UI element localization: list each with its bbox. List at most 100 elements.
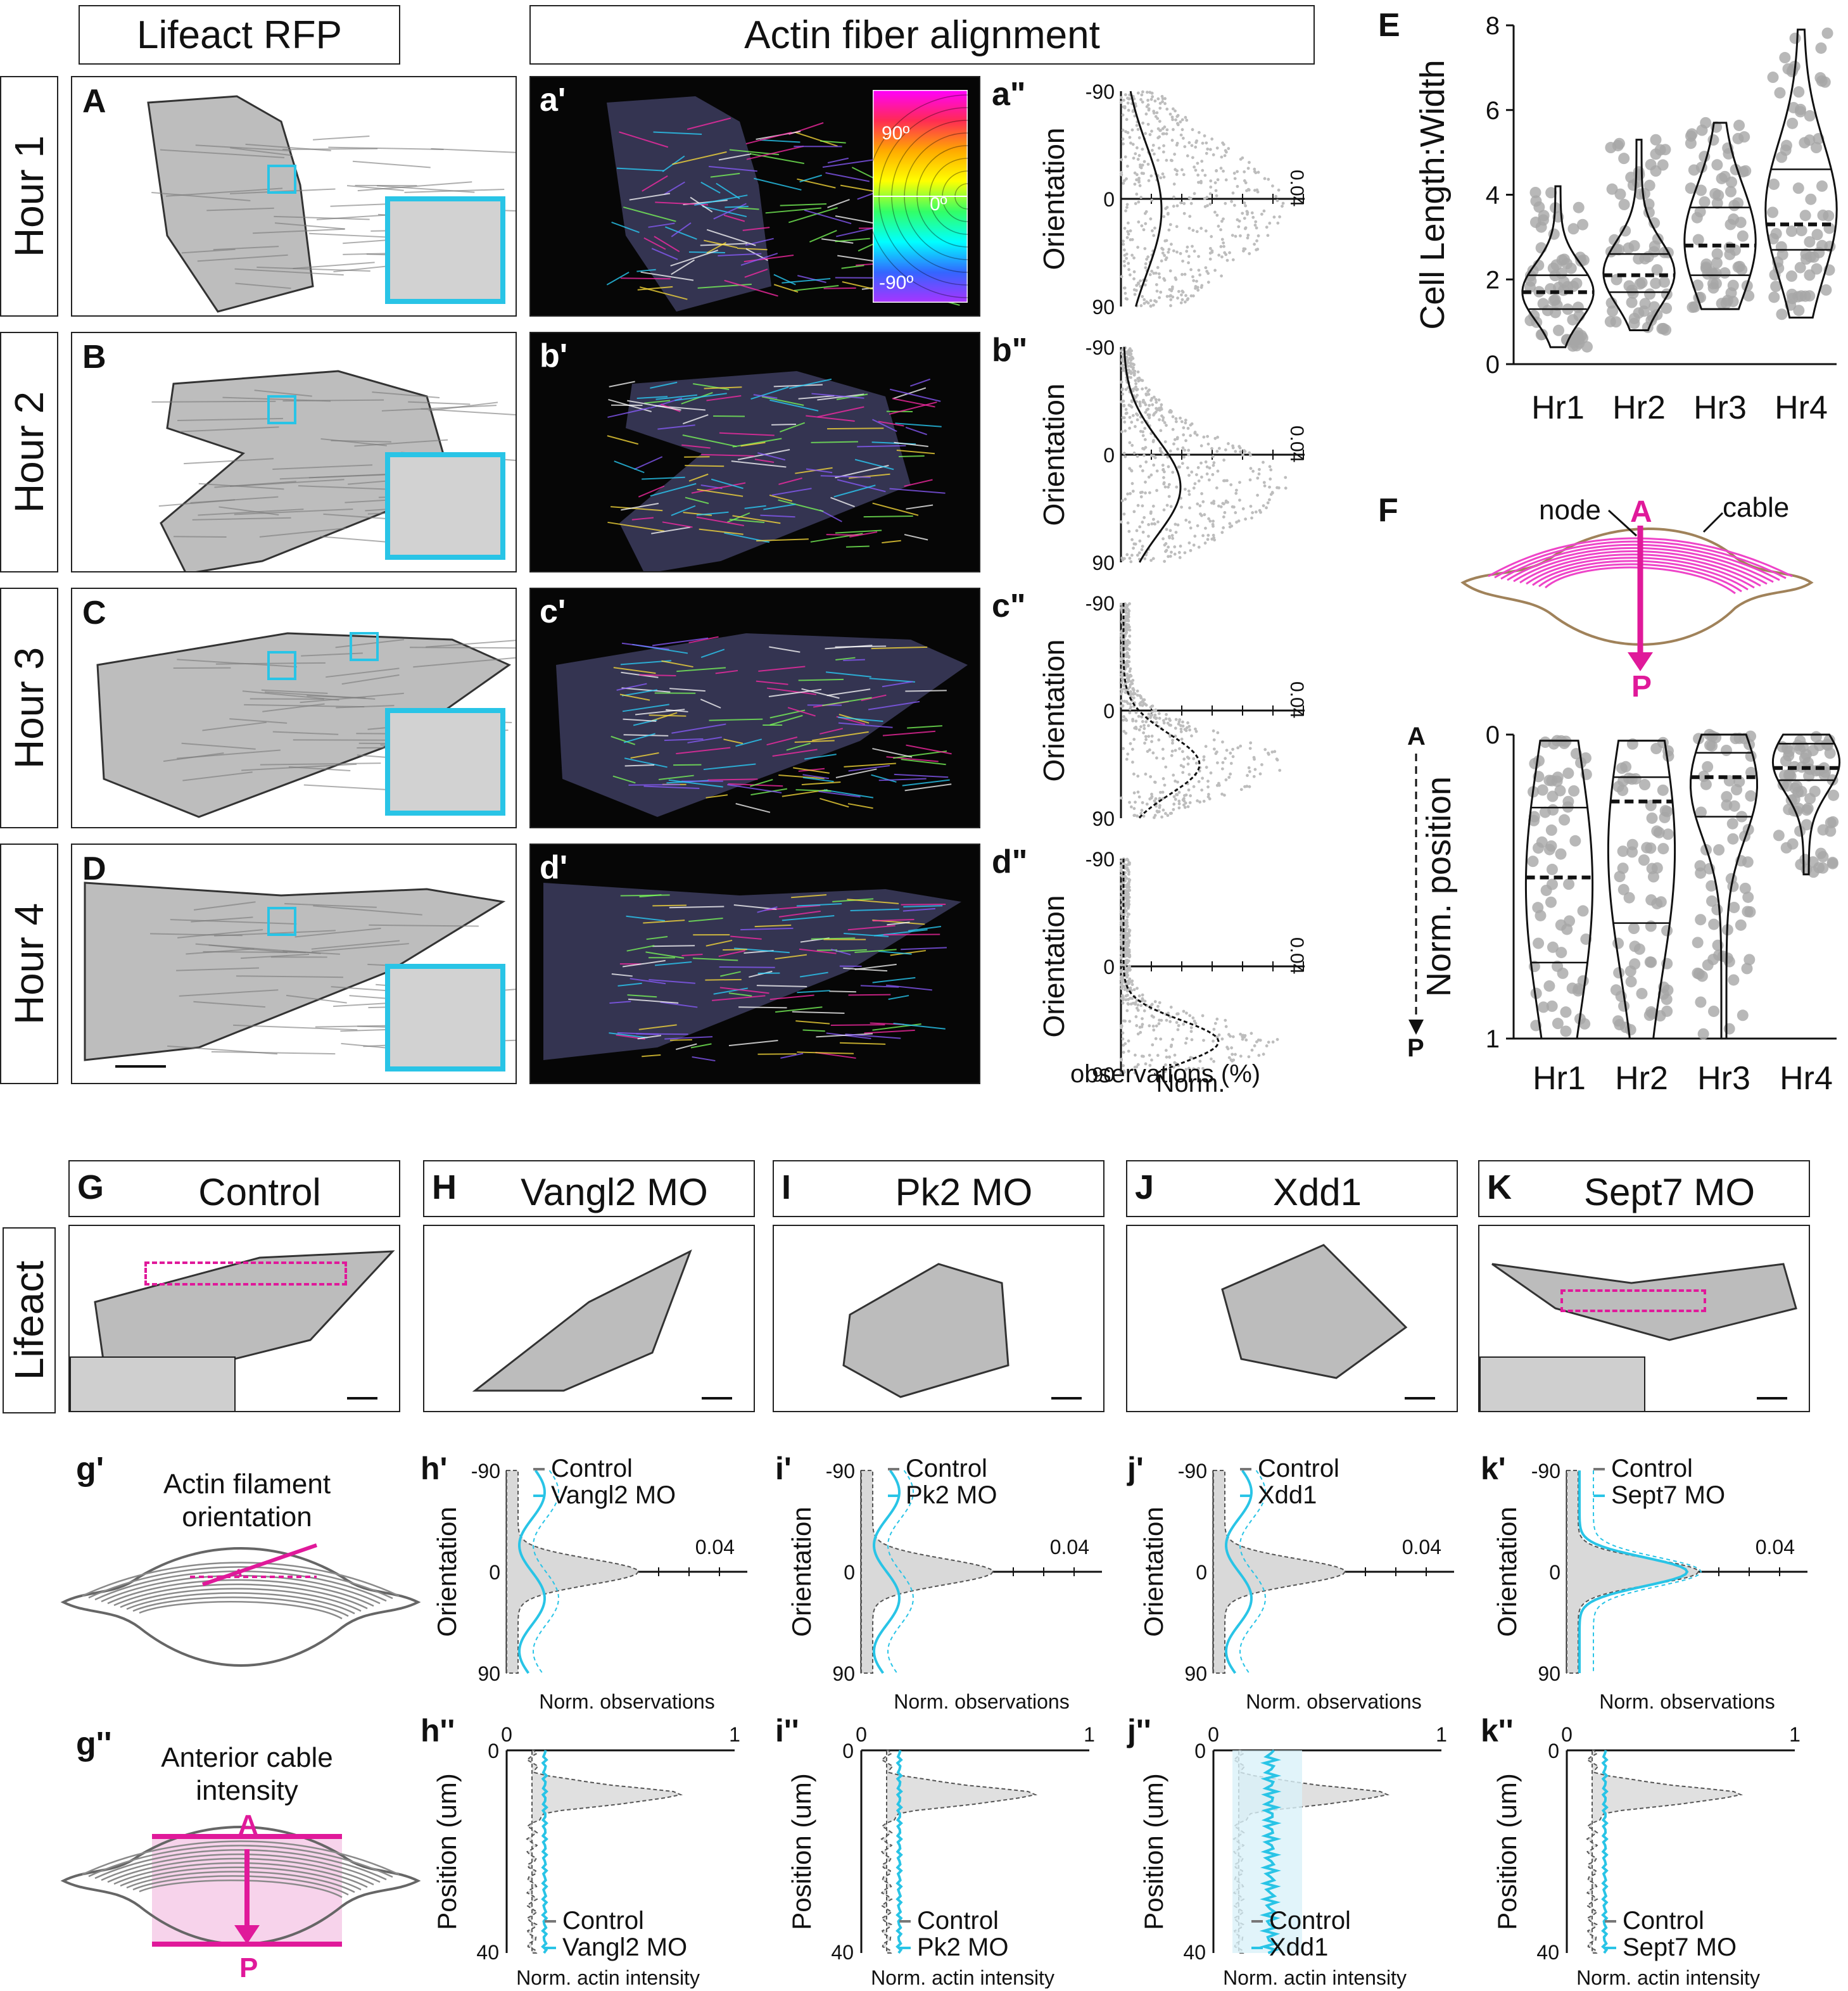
observation-dot [1182, 803, 1186, 807]
fiber-segment [737, 248, 768, 251]
y-tick-label: 2 [1486, 266, 1500, 294]
data-point [1532, 842, 1544, 854]
observation-dot [1122, 1044, 1125, 1047]
data-point [1612, 937, 1624, 949]
observation-dot [1168, 1056, 1172, 1059]
y-tick: -90 [1085, 336, 1115, 359]
fiber-segment [820, 140, 846, 144]
actin-fiber [331, 439, 391, 443]
observation-dot [1155, 721, 1158, 724]
data-point [1799, 137, 1811, 149]
observation-dot [1172, 195, 1175, 199]
fiber [101, 1853, 381, 1883]
observation-dot [1220, 1037, 1224, 1041]
observation-dot [1129, 364, 1132, 368]
fiber-segment [640, 271, 694, 281]
observation-dot [1175, 172, 1179, 176]
observation-dot [1203, 513, 1206, 517]
observation-dot [1172, 807, 1175, 811]
observation-dot [1128, 669, 1132, 673]
observation-dot [1169, 298, 1173, 301]
observation-dot [1155, 400, 1158, 404]
observation-dot [1174, 118, 1177, 122]
observation-dot [1179, 724, 1182, 728]
fiber-segment [826, 1032, 871, 1040]
data-point [1645, 842, 1657, 854]
observation-dot [1155, 804, 1158, 808]
fiber-segment [621, 689, 658, 697]
fiber [107, 1857, 374, 1886]
observation-dot [1163, 421, 1167, 424]
observation-dot [1119, 692, 1123, 696]
observation-dot [1126, 221, 1130, 225]
data-point [1742, 891, 1754, 903]
fiber-segment [816, 1033, 873, 1038]
observation-dot [1158, 408, 1161, 412]
fiber-segment [624, 757, 668, 768]
observation-dot [1136, 246, 1139, 249]
fiber [94, 1849, 387, 1881]
observation-dot [1136, 553, 1139, 557]
observation-dot [1158, 1001, 1161, 1004]
fiber-segment [827, 199, 850, 208]
observation-dot [1191, 156, 1194, 160]
actin-fiber [341, 674, 400, 685]
fiber-segment [619, 693, 650, 701]
observation-dot [1125, 297, 1129, 301]
observation-dot [1136, 1008, 1140, 1012]
observation-dot [1128, 426, 1132, 430]
observation-dot [1182, 1009, 1186, 1013]
data-point [1625, 976, 1637, 988]
fiber-segment [657, 424, 695, 430]
actin-fiber [195, 144, 292, 152]
observation-dot [1221, 761, 1225, 764]
observation-dot [1221, 740, 1224, 744]
observation-dot [1169, 158, 1173, 162]
observation-dot [1281, 205, 1284, 208]
fiber [88, 1566, 393, 1600]
data-point [1567, 223, 1579, 235]
data-point [1624, 965, 1636, 977]
fiber [82, 1840, 400, 1876]
fiber-segment [651, 526, 691, 534]
observation-dot [1166, 721, 1170, 725]
observation-dot [1207, 517, 1210, 521]
observation-dot [1153, 152, 1156, 156]
fiber-segment [901, 759, 946, 766]
fiber-segment [840, 1042, 886, 1045]
fiber-segment [639, 286, 688, 300]
observation-dot [1228, 525, 1232, 529]
observation-dot [1158, 449, 1162, 453]
observation-dot [1189, 294, 1193, 298]
observation-dot [1126, 868, 1129, 872]
fiber-segment [864, 1029, 915, 1034]
legend-control: Control [1611, 1455, 1693, 1482]
observation-dot [1239, 788, 1243, 792]
x-label-norm: Norm. [1156, 1070, 1225, 1093]
legend-control: Control [1269, 1907, 1351, 1935]
panel-letter-D: D [82, 850, 106, 887]
data-point [1617, 863, 1629, 875]
observation-dot [1147, 523, 1151, 526]
fiber-segment [791, 894, 827, 899]
observation-dot [1176, 296, 1179, 300]
observation-dot [1125, 673, 1129, 676]
observation-dot [1157, 1022, 1161, 1025]
observation-dot [1234, 491, 1238, 495]
data-point [1816, 180, 1828, 192]
observation-dot [1128, 928, 1132, 932]
y-tick-label: 90 [1538, 1662, 1560, 1685]
observation-dot [1232, 203, 1236, 207]
axis-P: P [1407, 1034, 1424, 1062]
fiber-segment [860, 985, 899, 988]
observation-dot [1125, 203, 1129, 206]
observation-dot [1173, 1053, 1177, 1057]
observation-dot [1171, 415, 1175, 419]
fiber-segment [766, 687, 817, 695]
data-point [1545, 896, 1557, 908]
actin-fiber [211, 1051, 336, 1055]
data-point [1699, 196, 1711, 208]
observation-dot [1174, 417, 1178, 420]
observation-dot [1163, 560, 1167, 563]
